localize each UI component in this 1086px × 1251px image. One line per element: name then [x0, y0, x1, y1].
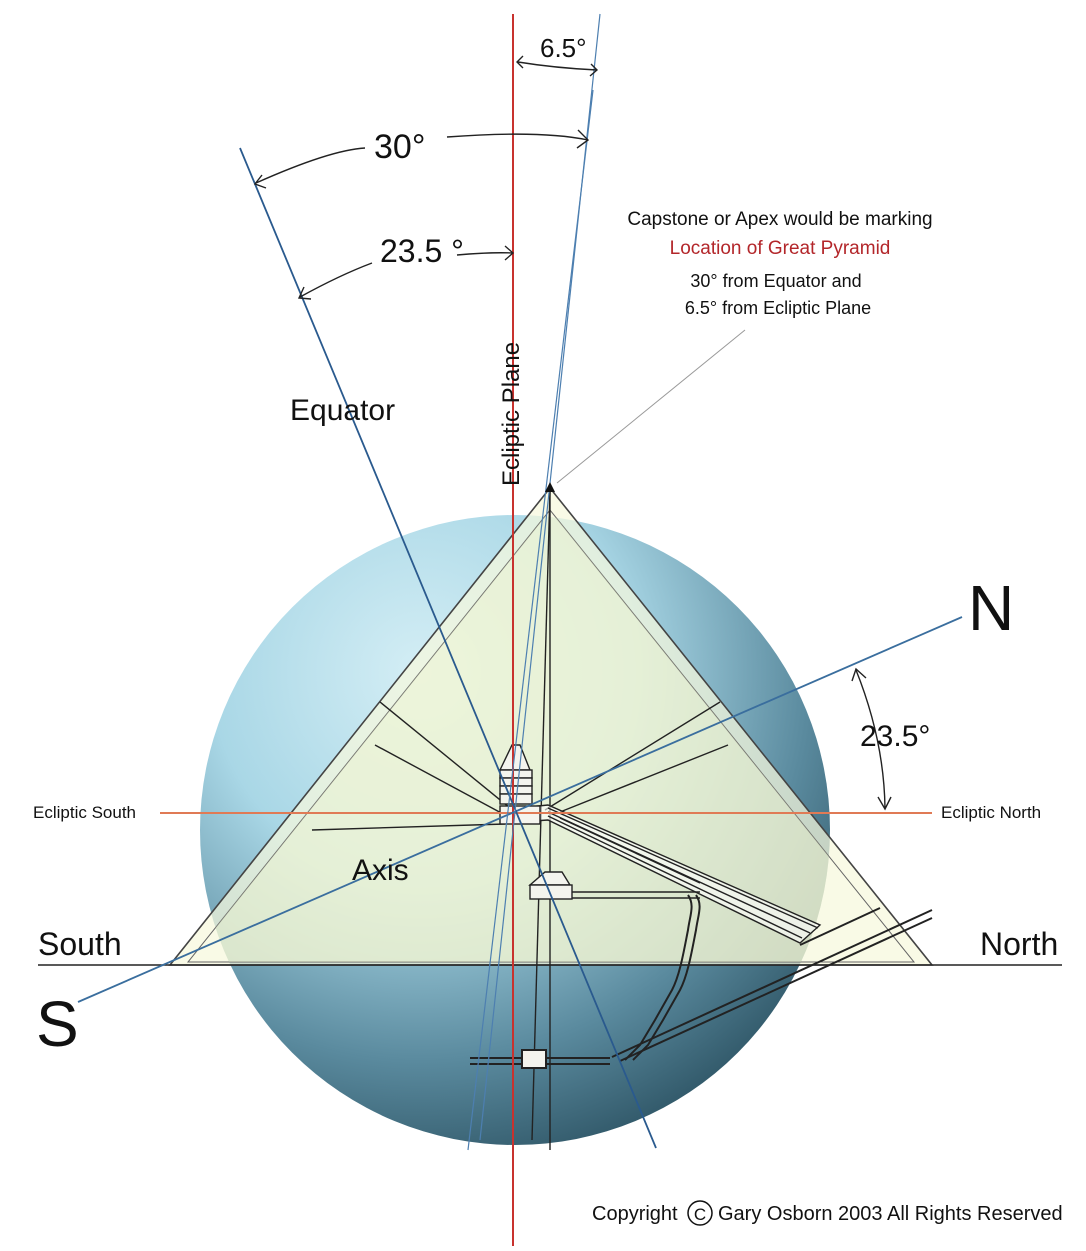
copyright-symbol: C: [694, 1205, 706, 1224]
queens-chamber: [528, 871, 700, 900]
note-line-4: 6.5° from Ecliptic Plane: [685, 298, 871, 318]
note-line-2: Location of Great Pyramid: [670, 238, 891, 259]
big-n-label: N: [968, 572, 1014, 644]
note-line-1: Capstone or Apex would be marking: [627, 209, 932, 230]
copyright-text: Gary Osborn 2003 All Rights Reserved: [718, 1203, 1063, 1225]
angle-label-6-5: 6.5°: [540, 33, 587, 63]
equator-label: Equator: [290, 394, 395, 427]
angle-label-30: 30°: [374, 128, 425, 166]
ecliptic-north-label: Ecliptic North: [941, 803, 1041, 822]
big-s-label: S: [36, 988, 79, 1060]
axis-label: Axis: [352, 854, 409, 887]
pyramid-inner: [186, 509, 916, 963]
apex-marker: [545, 482, 555, 492]
angle-arcs: [253, 55, 892, 811]
grand-gallery: [517, 804, 822, 944]
note-pointer-line: [556, 329, 746, 484]
ecliptic-plane-label: Ecliptic Plane: [498, 342, 525, 486]
south-label: South: [38, 926, 122, 962]
apex-rays: [467, 13, 601, 1151]
angle-label-23-5-top: 23.5 °: [380, 233, 464, 269]
copyright-symbol-ring: [687, 1200, 713, 1226]
ecliptic-south-label: Ecliptic South: [33, 803, 136, 822]
note-line-3: 30° from Equator and: [690, 271, 861, 291]
earth-axis-line: [77, 616, 963, 1003]
angle-label-23-5-right: 23.5°: [860, 720, 930, 753]
pyramid-inner-shade: [200, 515, 830, 962]
equator-line: [239, 147, 657, 1149]
descending-passage: [470, 894, 933, 1069]
copyright-prefix: Copyright: [592, 1203, 678, 1225]
north-label: North: [980, 926, 1058, 962]
